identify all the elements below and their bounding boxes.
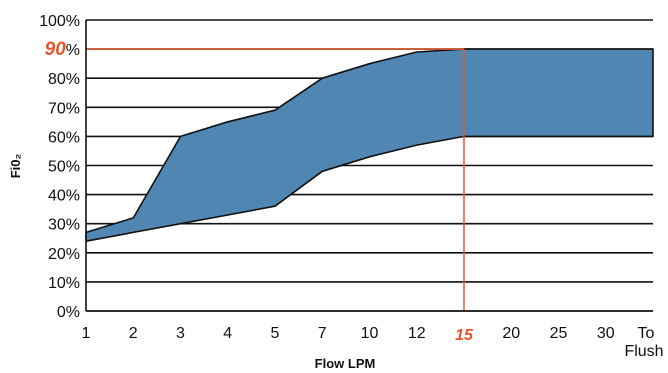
x-tick-label-4: 4 <box>223 325 232 342</box>
x-tick-label-15: 15 <box>455 327 474 344</box>
x-tick-label-2: 2 <box>129 325 138 342</box>
x-tick-label-10: 10 <box>361 325 379 342</box>
y-tick-label-8: 80% <box>48 71 80 88</box>
y-axis-title: Fi0₂ <box>8 153 23 178</box>
y-tick-label-7: 70% <box>48 100 80 117</box>
x-tick-label-7: 7 <box>318 325 327 342</box>
y-tick-label-2: 20% <box>48 246 80 263</box>
x-tick-label-20: 20 <box>502 325 520 342</box>
y-tick-label-1: 10% <box>48 275 80 292</box>
y-tick-label-5: 50% <box>48 159 80 176</box>
fio2-range-band <box>85 48 654 242</box>
x-tick-label-5: 5 <box>271 325 280 342</box>
x-tick-label-1: 1 <box>82 325 91 342</box>
x-tick-label-12: 12 <box>408 325 426 342</box>
x-tick-label-3: 3 <box>176 325 185 342</box>
y-tick-label-0: 0% <box>57 304 80 321</box>
highlight-lines <box>86 48 465 311</box>
x-axis-title: Flow LPM <box>315 356 376 371</box>
x-tick-label-to: To <box>638 325 655 342</box>
y-tick-label-3: 30% <box>48 217 80 234</box>
y-tick-label-10: 100% <box>39 13 80 30</box>
y-tick-labels: 0% 10% 20% 30% 40% 50% 60% 70% 80% 90% 100% <box>39 13 80 321</box>
x-tick-label-flush: Flush <box>624 343 663 360</box>
y-tick-label-4: 40% <box>48 188 80 205</box>
y-tick-label-9: 90% <box>45 39 80 60</box>
y-tick-label-6: 60% <box>48 129 80 146</box>
x-tick-label-25: 25 <box>550 325 568 342</box>
x-tick-label-30: 30 <box>597 325 615 342</box>
